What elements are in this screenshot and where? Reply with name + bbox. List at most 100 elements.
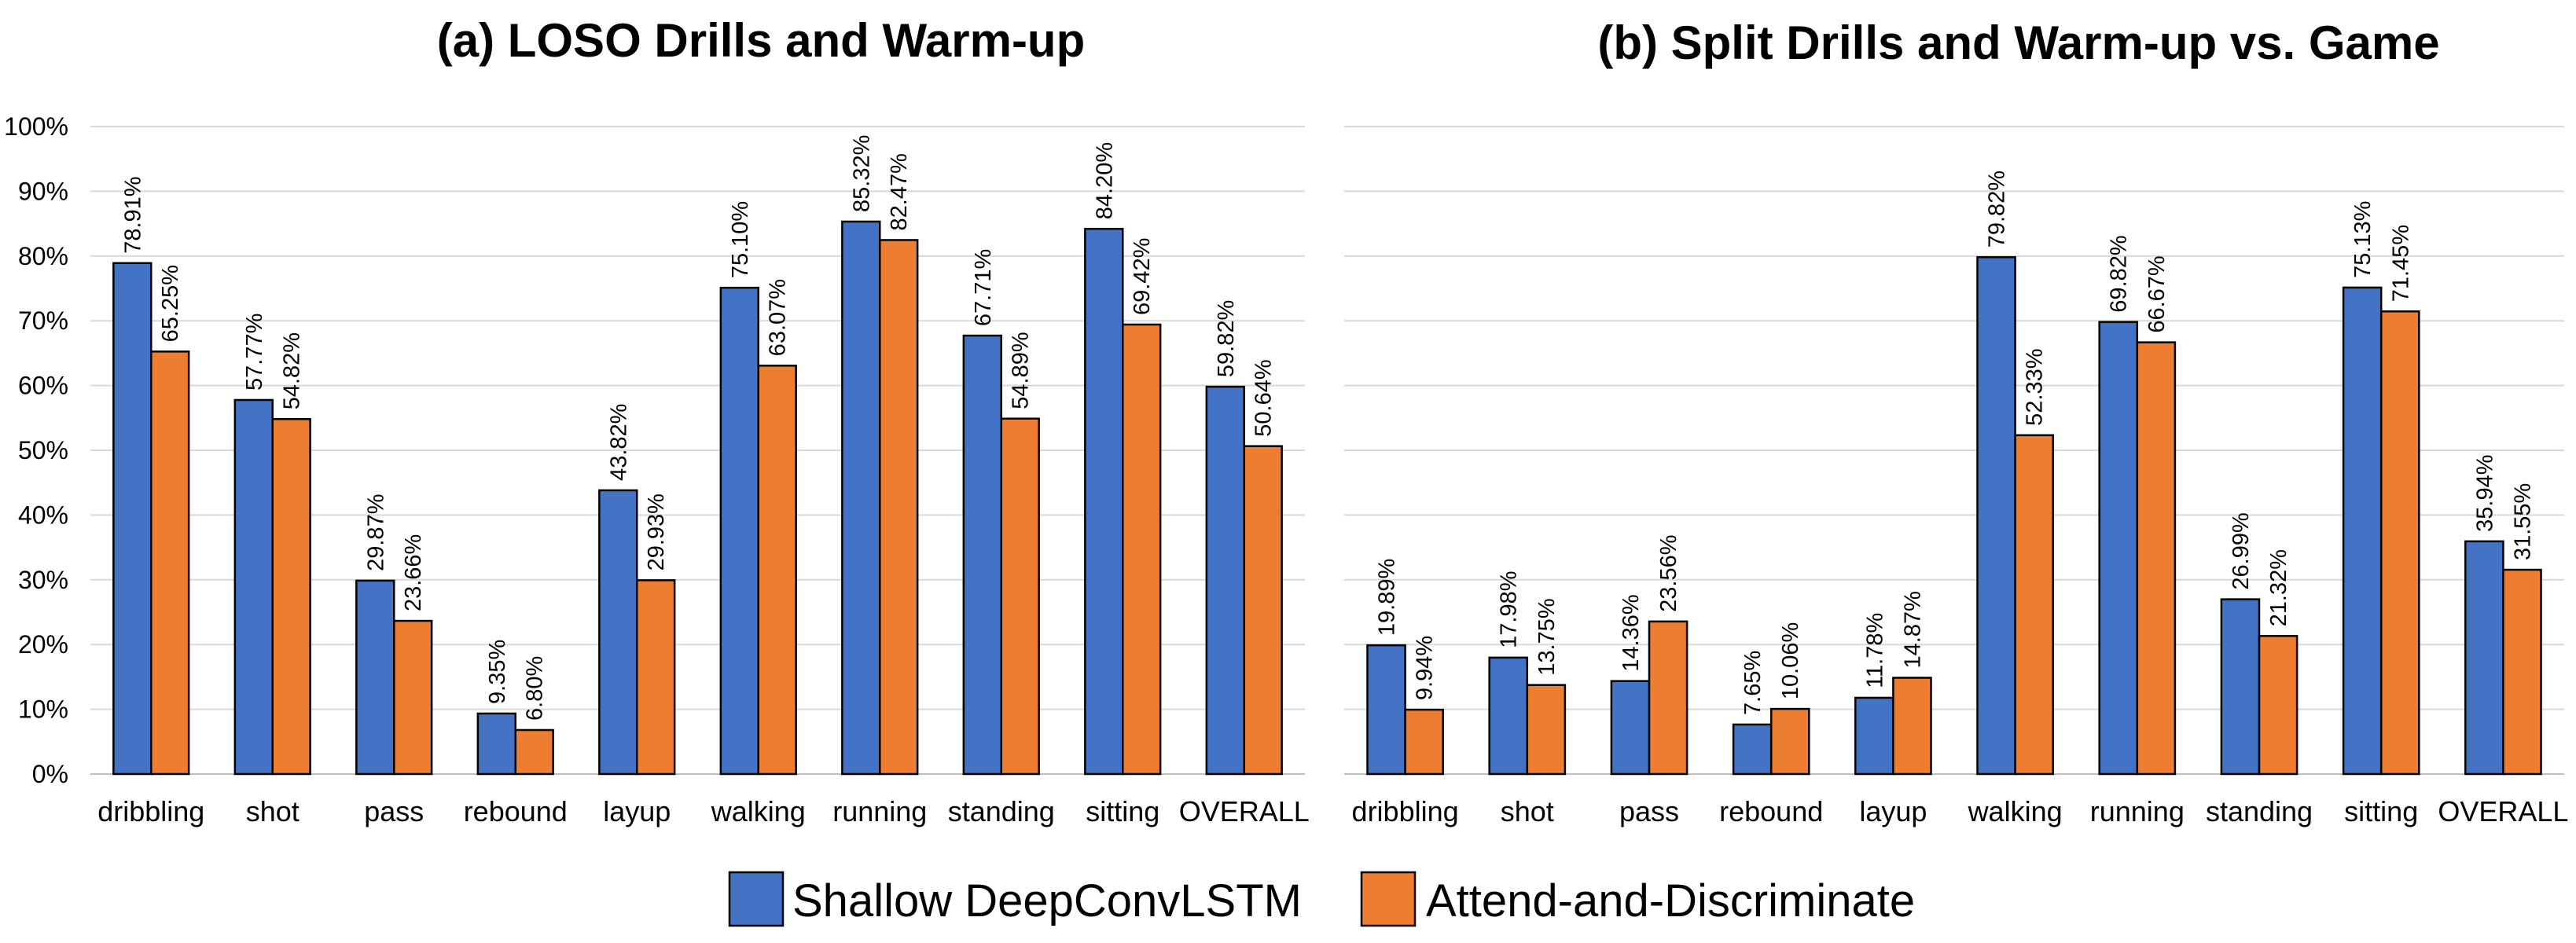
legend-swatch-attend-and-discriminate <box>1360 871 1417 927</box>
category-label: running <box>832 795 927 827</box>
data-label: 84.20% <box>1092 142 1117 219</box>
category-label: running <box>2090 795 2185 827</box>
data-label: 23.66% <box>401 534 426 611</box>
data-label: 57.77% <box>242 314 267 391</box>
bar-attend-and-discriminate-standing <box>2258 635 2299 776</box>
bar-shallow-deepconvlstm-layup <box>1854 696 1894 776</box>
category-label: shot <box>246 795 299 827</box>
bar-shallow-deepconvlstm-walking <box>1976 256 2016 776</box>
bar-attend-and-discriminate-pass <box>393 619 433 776</box>
category-label: sitting <box>2344 795 2418 827</box>
bar-shallow-deepconvlstm-overall <box>1205 385 1245 776</box>
data-label: 75.13% <box>2350 201 2376 278</box>
bar-shallow-deepconvlstm-sitting <box>2342 286 2383 776</box>
bar-attend-and-discriminate-walking <box>757 365 797 776</box>
bar-attend-and-discriminate-rebound <box>514 728 554 776</box>
data-label: 50.64% <box>1251 359 1277 436</box>
chart-title: (b) Split Drills and Warm-up vs. Game <box>1597 17 2439 69</box>
data-label: 35.94% <box>2472 454 2497 531</box>
data-label: 63.07% <box>766 279 791 356</box>
y-tick-label: 10% <box>18 695 68 724</box>
bar-shallow-deepconvlstm-dribbling <box>1366 644 1406 776</box>
y-tick-label: 70% <box>18 306 68 335</box>
bar-shallow-deepconvlstm-running <box>841 220 881 776</box>
data-label: 67.71% <box>971 249 996 326</box>
y-tick-label: 90% <box>18 177 68 205</box>
y-tick-label: 40% <box>18 501 68 529</box>
data-label: 79.82% <box>1985 171 2010 248</box>
category-label: dribbling <box>97 795 204 827</box>
chart-split: (b) Split Drills and Warm-up vs. Game 19.… <box>1344 17 2568 827</box>
data-label: 14.87% <box>1900 591 1925 668</box>
bar-attend-and-discriminate-sitting <box>2379 310 2420 776</box>
data-label: 7.65% <box>1740 651 1766 715</box>
data-label: 54.82% <box>280 332 305 409</box>
data-label: 23.56% <box>1656 535 1681 612</box>
bar-attend-and-discriminate-rebound <box>1769 707 1810 776</box>
bar-attend-and-discriminate-running <box>879 239 919 776</box>
data-label: 52.33% <box>2023 348 2048 425</box>
chart-loso: (a) LOSO Drills and Warm-up 0% 10% 20% 30% 40… <box>4 14 1310 827</box>
y-tick-label: 80% <box>18 242 68 270</box>
bar-shallow-deepconvlstm-running <box>2098 321 2139 776</box>
data-label: 31.55% <box>2510 483 2535 560</box>
data-label: 17.98% <box>1497 571 1522 648</box>
data-label: 75.10% <box>728 201 753 278</box>
data-label: 10.06% <box>1778 622 1803 699</box>
bar-attend-and-discriminate-dribbling <box>150 350 190 776</box>
category-label: walking <box>1968 795 2063 827</box>
category-label: layup <box>1859 795 1927 827</box>
category-label: layup <box>603 795 671 827</box>
bar-attend-and-discriminate-layup <box>1892 677 1932 776</box>
y-tick-label: 100% <box>4 112 68 141</box>
bar-shallow-deepconvlstm-dribbling <box>112 262 153 776</box>
bar-shallow-deepconvlstm-shot <box>233 398 274 776</box>
bar-attend-and-discriminate-overall <box>1243 445 1283 776</box>
bar-shallow-deepconvlstm-pass <box>1610 680 1651 776</box>
data-label: 9.94% <box>1413 636 1438 700</box>
data-label: 21.32% <box>2266 549 2291 626</box>
bar-attend-and-discriminate-standing <box>1000 417 1040 776</box>
legend: Shallow DeepConvLSTM Attend-and-Discrimi… <box>728 871 1915 927</box>
bar-attend-and-discriminate-walking <box>2014 434 2054 776</box>
category-label: shot <box>1501 795 1554 827</box>
category-label: pass <box>1619 795 1679 827</box>
category-label: sitting <box>1086 795 1159 827</box>
category-label: walking <box>711 795 806 827</box>
bar-shallow-deepconvlstm-pass <box>355 579 395 776</box>
data-label: 54.89% <box>1009 332 1034 409</box>
data-label: 13.75% <box>1534 598 1560 675</box>
y-tick-label: 60% <box>18 372 68 400</box>
data-label: 26.99% <box>2229 512 2254 589</box>
data-label: 71.45% <box>2388 225 2413 302</box>
data-label: 14.36% <box>1619 594 1644 671</box>
data-label: 78.91% <box>120 176 145 253</box>
bar-attend-and-discriminate-pass <box>1648 620 1689 776</box>
data-label: 9.35% <box>485 640 510 704</box>
bar-attend-and-discriminate-running <box>2136 341 2177 776</box>
legend-label-attend-and-discriminate: Attend-and-Discriminate <box>1426 875 1915 926</box>
bar-attend-and-discriminate-shot <box>1526 684 1567 776</box>
bar-attend-and-discriminate-overall <box>2502 568 2542 776</box>
data-label: 59.82% <box>1214 300 1239 377</box>
category-label: rebound <box>1719 795 1823 827</box>
chart-title: (a) LOSO Drills and Warm-up <box>437 14 1086 67</box>
bar-attend-and-discriminate-sitting <box>1122 323 1162 776</box>
bar-shallow-deepconvlstm-standing <box>2220 598 2261 776</box>
data-label: 29.93% <box>644 494 669 571</box>
legend-label-shallow-deepconvlstm: Shallow DeepConvLSTM <box>792 875 1302 926</box>
data-label: 69.82% <box>2107 235 2132 312</box>
y-tick-label: 0% <box>32 760 68 788</box>
bar-attend-and-discriminate-layup <box>636 579 676 776</box>
category-label: OVERALL <box>2438 795 2568 827</box>
bar-shallow-deepconvlstm-standing <box>962 334 1002 776</box>
y-tick-label: 50% <box>18 436 68 464</box>
y-tick-label: 20% <box>18 630 68 659</box>
category-label: OVERALL <box>1179 795 1310 827</box>
data-label: 69.42% <box>1130 238 1155 315</box>
bar-attend-and-discriminate-shot <box>271 418 311 776</box>
bar-shallow-deepconvlstm-sitting <box>1084 227 1124 776</box>
category-label: dribbling <box>1352 795 1459 827</box>
data-label: 43.82% <box>606 404 631 481</box>
